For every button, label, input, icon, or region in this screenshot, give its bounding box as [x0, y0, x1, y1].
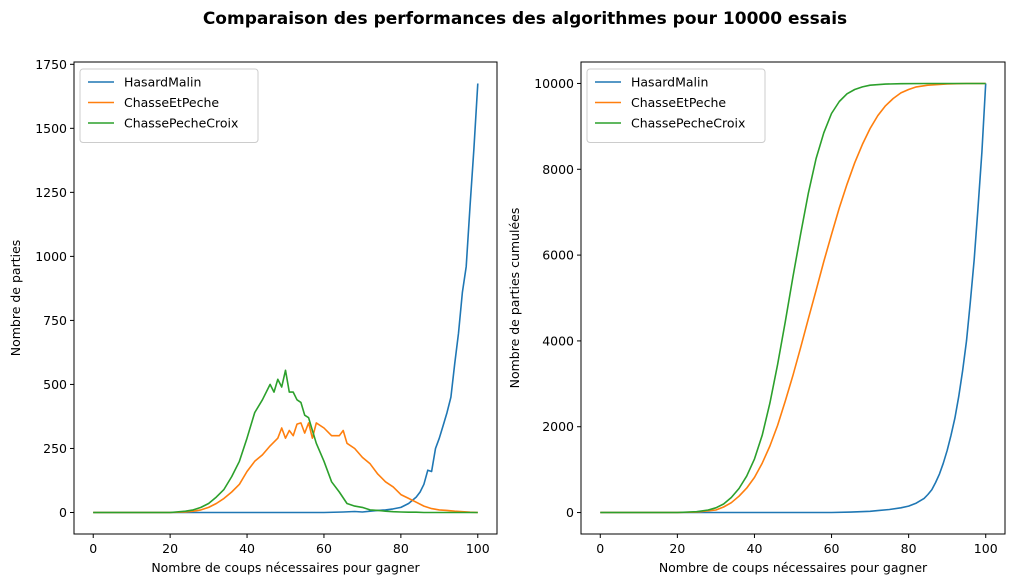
legend-label-hasardmalin: HasardMalin — [631, 75, 708, 90]
x-tick-label: 60 — [316, 541, 332, 556]
x-tick-label: 40 — [747, 541, 763, 556]
x-tick-label: 20 — [669, 541, 685, 556]
legend-label-chassepechecroix: ChassePecheCroix — [124, 116, 238, 131]
series-line-hasardmalin — [600, 83, 987, 514]
y-tick-label: 1250 — [35, 185, 67, 200]
y-tick-label: 0 — [59, 505, 67, 520]
series-line-chasseetpeche — [93, 422, 478, 514]
legend: HasardMalin ChasseEtPeche ChassePecheCroix — [79, 68, 259, 143]
y-tick-label: 8000 — [542, 162, 574, 177]
series-line-chasseetpeche — [600, 82, 986, 514]
x-tick-label: 0 — [596, 541, 604, 556]
y-tick-label: 1000 — [35, 249, 67, 264]
legend-label-chasseetpeche: ChasseEtPeche — [124, 95, 219, 110]
y-tick-label: 6000 — [542, 248, 574, 263]
y-tick-label: 10000 — [534, 76, 574, 91]
x-tick-label: 60 — [824, 541, 840, 556]
y-tick-label: 750 — [43, 313, 67, 328]
legend-box — [586, 68, 766, 143]
x-tick-label: 100 — [466, 541, 490, 556]
legend-label-chasseetpeche: ChasseEtPeche — [631, 95, 726, 110]
figure-title: Comparaison des performances des algorit… — [203, 9, 847, 29]
y-axis-label: Nombre de parties cumulées — [507, 208, 522, 389]
legend-box — [79, 68, 259, 143]
chart-histogram: 0 20 40 60 80 10002505007501000125015001750No… — [8, 57, 498, 575]
y-tick-label: 2000 — [542, 419, 574, 434]
axes-frame — [73, 61, 498, 535]
y-axis-label: Nombre de parties — [8, 240, 23, 357]
x-tick-label: 0 — [89, 541, 97, 556]
legend: HasardMalin ChasseEtPeche ChassePecheCroix — [586, 68, 766, 143]
x-tick-label: 100 — [974, 541, 998, 556]
y-tick-label: 500 — [43, 377, 67, 392]
series-line-hasardmalin — [93, 83, 479, 514]
series-line-chassepechecroix — [93, 369, 478, 514]
legend-label-hasardmalin: HasardMalin — [124, 75, 201, 90]
x-tick-label: 40 — [239, 541, 255, 556]
y-tick-label: 1500 — [35, 121, 67, 136]
series-line-chassepechecroix — [600, 82, 986, 514]
y-tick-label: 4000 — [542, 333, 574, 348]
y-tick-label: 0 — [566, 505, 574, 520]
chart-cumulative: 0 20 40 60 80 100 0 2000 4000 6000 8000 10000 Nombre… — [507, 61, 1006, 575]
x-axis-label: Nombre de coups nécessaires pour gagner — [659, 560, 928, 575]
x-tick-label: 80 — [393, 541, 409, 556]
x-tick-label: 20 — [162, 541, 178, 556]
y-tick-label: 1750 — [35, 57, 67, 72]
x-axis-label: Nombre de coups nécessaires pour gagner — [151, 560, 420, 575]
legend-label-chassepechecroix: ChassePecheCroix — [631, 116, 745, 131]
axes-frame — [580, 61, 1006, 535]
y-tick-label: 250 — [43, 441, 67, 456]
x-tick-label: 80 — [901, 541, 917, 556]
